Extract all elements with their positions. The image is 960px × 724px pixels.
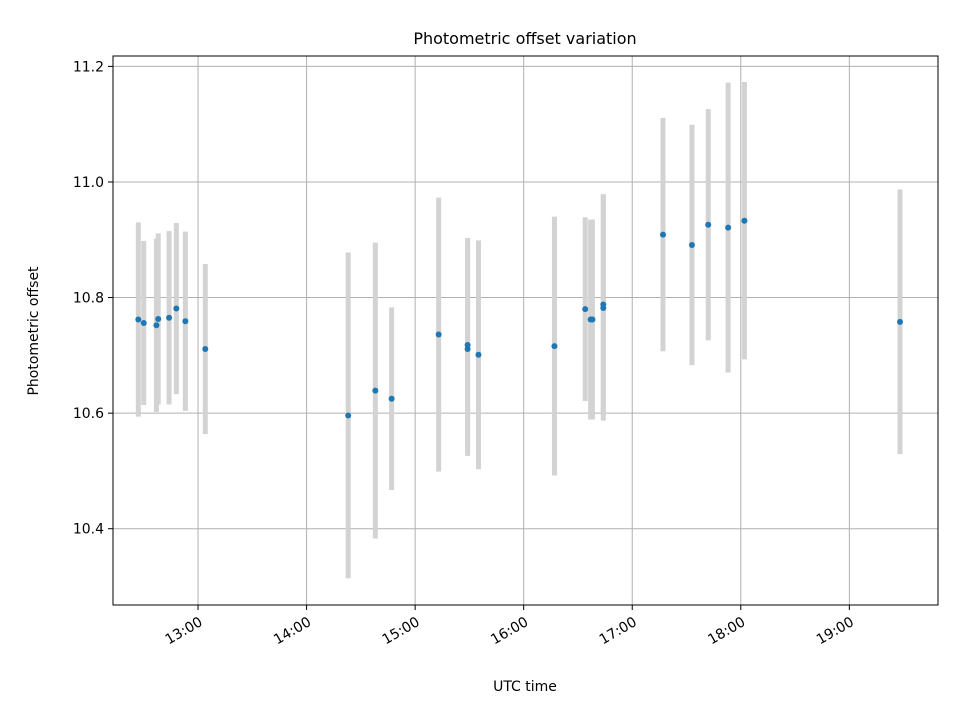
data-point bbox=[589, 316, 596, 323]
data-point bbox=[464, 341, 471, 348]
data-point bbox=[140, 319, 147, 326]
data-point bbox=[388, 395, 395, 402]
y-tick-label: 10.8 bbox=[73, 291, 104, 307]
grid-lines bbox=[113, 56, 938, 605]
y-axis-label: Photometric offset bbox=[26, 266, 42, 396]
data-point bbox=[345, 412, 352, 419]
data-point bbox=[705, 221, 712, 228]
data-point bbox=[897, 318, 904, 325]
data-point bbox=[155, 315, 162, 322]
y-tick-label: 11.0 bbox=[73, 175, 104, 191]
data-point bbox=[202, 345, 209, 352]
data-point bbox=[725, 224, 732, 231]
data-point bbox=[475, 351, 482, 358]
data-point bbox=[153, 322, 160, 329]
y-tick-label: 11.2 bbox=[73, 59, 104, 75]
data-point bbox=[551, 343, 558, 350]
plot-area-background bbox=[113, 56, 938, 605]
data-point bbox=[660, 231, 666, 238]
data-point bbox=[741, 217, 748, 224]
y-tick-label: 10.4 bbox=[73, 522, 104, 538]
data-point bbox=[182, 318, 189, 325]
data-point bbox=[166, 314, 173, 321]
y-tick-label: 10.6 bbox=[73, 406, 104, 422]
data-point bbox=[600, 301, 607, 308]
x-axis-label: UTC time bbox=[493, 679, 557, 695]
data-point bbox=[173, 305, 180, 312]
data-point bbox=[435, 331, 442, 338]
data-point bbox=[582, 306, 589, 313]
data-point bbox=[372, 387, 379, 394]
data-point bbox=[688, 241, 695, 248]
plot-frame bbox=[112, 55, 939, 606]
data-point bbox=[135, 316, 142, 323]
chart-title: Photometric offset variation bbox=[413, 29, 636, 48]
data-points bbox=[135, 217, 904, 419]
